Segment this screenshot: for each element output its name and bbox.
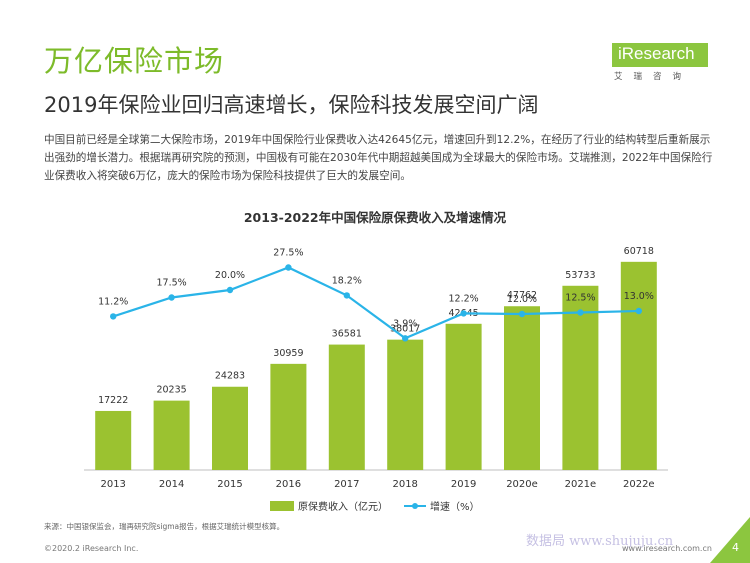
page-title: 万亿保险市场 <box>44 44 225 78</box>
bar-2015 <box>212 386 248 470</box>
bar-2021e <box>562 285 599 470</box>
bar-label-2015: 24283 <box>215 371 245 382</box>
bar-2016 <box>270 363 307 470</box>
growth-label-2020e: 12.0% <box>507 294 537 305</box>
bar-2022e <box>620 261 657 470</box>
bar-label-2016: 30959 <box>273 348 303 359</box>
bar-label-2022e: 60718 <box>624 246 654 257</box>
growth-point-2017 <box>343 292 350 299</box>
x-tick-2021e: 2021e <box>565 479 597 490</box>
growth-label-2021e: 12.5% <box>565 293 595 304</box>
source-note: 来源：中国银保监会，瑞再研究院sigma报告，根据艾瑞统计模型核算。 <box>44 522 285 531</box>
bar-2013 <box>95 410 132 470</box>
bar-label-2021e: 53733 <box>565 270 595 281</box>
chart-title: 2013-2022年中国保险原保费收入及增速情况 <box>243 210 507 225</box>
legend-label-premium: 原保费收入（亿元） <box>298 500 388 513</box>
growth-label-2022e: 13.0% <box>624 291 654 302</box>
x-tick-2014: 2014 <box>159 479 184 490</box>
bar-label-2014: 20235 <box>156 385 186 396</box>
growth-label-2015: 20.0% <box>215 270 245 281</box>
growth-label-2016: 27.5% <box>273 248 303 259</box>
growth-line <box>112 266 639 340</box>
bar-label-2020e: 47762 <box>507 290 537 301</box>
summary-paragraph: 中国目前已经是全球第二大保险市场，2019年中国保险行业保费收入达42645亿元… <box>44 134 713 182</box>
x-tick-2015: 2015 <box>217 479 242 490</box>
growth-point-2018 <box>402 335 409 342</box>
growth-point-2016 <box>285 264 292 271</box>
bar-2019 <box>445 323 482 470</box>
growth-label-2013: 11.2% <box>98 296 128 307</box>
x-tick-2018: 2018 <box>392 479 417 490</box>
page-subtitle: 2019年保险业回归高速增长，保险科技发展空间广阔 <box>44 93 539 117</box>
growth-point-2015 <box>226 286 234 294</box>
growth-label-2014: 17.5% <box>157 278 187 289</box>
x-tick-2019: 2019 <box>451 479 476 490</box>
x-tick-2017: 2017 <box>334 479 359 490</box>
x-tick-2013: 2013 <box>100 479 125 490</box>
website-url: www.iresearch.com.cn <box>622 544 712 553</box>
watermark: 数据局 www.shujuju.cn <box>526 534 674 549</box>
growth-label-2019: 12.2% <box>449 293 479 304</box>
x-tick-2022e: 2022e <box>623 479 655 490</box>
bar-2020e <box>504 306 540 470</box>
legend-label-growth: 增速（%） <box>430 500 480 513</box>
x-tick-2016: 2016 <box>276 479 301 490</box>
bar-2017 <box>328 344 365 470</box>
legend-marker-growth <box>412 503 418 509</box>
bar-label-2017: 36581 <box>332 329 362 340</box>
legend-swatch-premium <box>270 501 294 511</box>
growth-label-2018: 3.9% <box>393 318 417 329</box>
growth-label-2017: 18.2% <box>332 275 362 286</box>
page-corner-triangle <box>710 517 750 563</box>
bar-2014 <box>153 400 190 470</box>
growth-point-2020e <box>518 310 526 318</box>
bar-2018 <box>387 339 424 470</box>
growth-point-2021e <box>577 309 584 316</box>
growth-point-2014 <box>168 294 175 301</box>
logo-badge <box>612 43 708 67</box>
growth-point-2013 <box>110 313 117 320</box>
x-tick-2020e: 2020e <box>506 479 538 490</box>
page-number: 4 <box>732 541 739 554</box>
bar-label-2018: 38017 <box>390 324 420 335</box>
logo-subtitle: 艾瑞咨询 <box>614 72 693 82</box>
iresearch-logo: iResearch 艾瑞咨询 <box>612 43 708 85</box>
growth-point-2019 <box>460 310 467 317</box>
growth-point-2022e <box>635 307 642 315</box>
copyright: ©2020.2 iResearch Inc. <box>44 544 139 553</box>
bar-label-2013: 17222 <box>98 395 128 406</box>
logo-brand: iResearch <box>618 44 695 63</box>
